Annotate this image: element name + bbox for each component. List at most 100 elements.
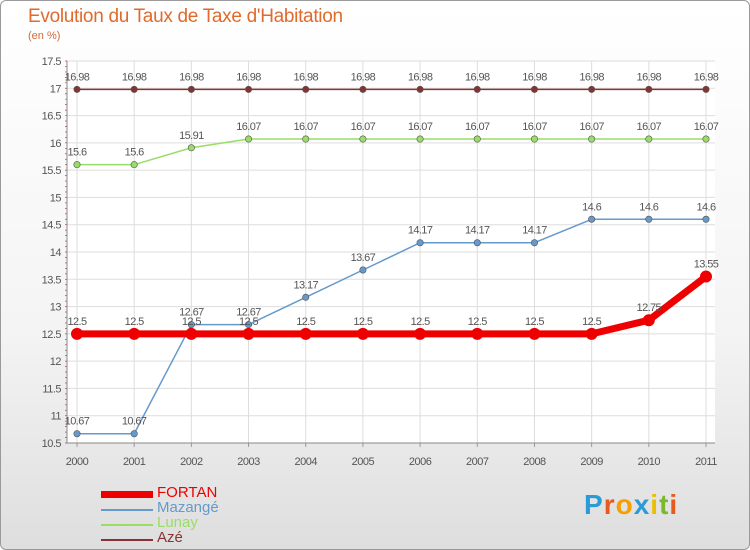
data-label-mazange: 12.67: [179, 307, 204, 319]
data-labels: 16.98 16.98 16.98 16.98 16.98 16.98 16.98 16.98…: [65, 71, 720, 428]
y-tick-label: 15.5: [42, 165, 62, 177]
data-label-lunay: 15.6: [125, 147, 144, 159]
data-label-mazange: 12.67: [236, 307, 261, 319]
legend-swatch-lunay: [101, 524, 153, 526]
data-label-fortan: 12.5: [525, 316, 544, 328]
data-label-fortan: 12.5: [125, 316, 144, 328]
data-point-aze: [416, 85, 424, 93]
data-label-mazange: 10.67: [65, 416, 90, 428]
data-label-mazange: 14.17: [522, 225, 547, 237]
data-label-fortan: 12.5: [239, 316, 258, 328]
data-point-lunay: [702, 135, 710, 143]
data-label-aze: 16.98: [522, 71, 547, 83]
data-point-lunay: [416, 135, 424, 143]
x-tick-label: 2003: [237, 456, 260, 468]
series-line-fortan: [77, 273, 709, 338]
data-point-aze: [702, 85, 710, 93]
legend-label-mazange: Mazangé: [157, 499, 219, 516]
data-point-mazange: [302, 293, 310, 301]
x-tick-label: 2009: [580, 456, 603, 468]
data-point-fortan: [528, 327, 541, 340]
legend-label-lunay: Lunay: [157, 514, 198, 531]
data-point-aze: [645, 85, 653, 93]
data-label-lunay: 16.07: [637, 121, 662, 133]
data-point-aze: [245, 85, 253, 93]
x-tick-label: 2011: [695, 456, 717, 468]
data-label-lunay: 15.6: [67, 147, 86, 159]
data-point-mazange: [473, 239, 481, 247]
x-tick-label: 2010: [638, 456, 661, 468]
logo-letter: P: [584, 489, 604, 520]
data-label-lunay: 16.07: [579, 121, 604, 133]
data-label-aze: 16.98: [179, 71, 204, 83]
data-point-mazange: [416, 239, 424, 247]
y-tick-label: 12.5: [42, 329, 62, 341]
data-label-fortan: 12.5: [411, 316, 430, 328]
data-point-fortan: [185, 327, 198, 340]
series-line-mazange: [77, 218, 706, 435]
data-point-fortan: [471, 327, 484, 340]
data-label-aze: 16.98: [236, 71, 261, 83]
data-label-lunay: 16.07: [408, 121, 433, 133]
data-point-aze: [359, 85, 367, 93]
data-label-aze: 16.98: [408, 71, 433, 83]
logo-letter: i: [669, 489, 679, 520]
data-point-lunay: [588, 135, 596, 143]
data-label-fortan: 12.5: [582, 316, 601, 328]
data-point-mazange: [588, 215, 596, 223]
data-point-mazange: [245, 321, 253, 329]
data-label-fortan: 13.55: [694, 259, 719, 271]
data-label-aze: 16.98: [694, 71, 719, 83]
data-point-fortan: [356, 327, 369, 340]
logo-letter: o: [615, 489, 634, 520]
data-label-mazange: 13.17: [293, 279, 318, 291]
x-tick-label: 2004: [294, 456, 317, 468]
legend-swatch-mazange: [101, 509, 153, 511]
data-label-lunay: 16.07: [293, 121, 318, 133]
y-tick-label: 11.5: [42, 383, 61, 395]
y-tick-label: 14.5: [42, 220, 62, 232]
y-tick-label: 17: [50, 83, 62, 95]
series-line-lunay: [77, 138, 706, 166]
data-point-lunay: [302, 135, 310, 143]
data-point-mazange: [530, 239, 538, 247]
grid: [67, 60, 715, 444]
x-tick-label: 2000: [66, 456, 89, 468]
chart-subtitle: (en %): [28, 30, 61, 42]
data-label-fortan: 12.5: [182, 316, 201, 328]
data-label-lunay: 16.07: [236, 121, 261, 133]
y-tick-label: 15: [50, 192, 62, 204]
data-label-aze: 16.98: [637, 71, 662, 83]
data-point-lunay: [530, 135, 538, 143]
data-point-fortan: [585, 327, 598, 340]
data-label-aze: 16.98: [579, 71, 604, 83]
data-point-lunay: [359, 135, 367, 143]
data-label-aze: 16.98: [351, 71, 376, 83]
data-label-lunay: 16.07: [351, 121, 376, 133]
data-point-mazange: [359, 266, 367, 274]
legend-label-aze: Azé: [157, 529, 183, 546]
data-point-lunay: [473, 135, 481, 143]
data-label-mazange: 14.6: [639, 201, 658, 213]
data-label-fortan: 12.75: [637, 302, 662, 314]
x-tick-label: 2002: [180, 456, 203, 468]
x-tick-label: 2007: [466, 456, 489, 468]
data-label-aze: 16.98: [293, 71, 318, 83]
data-point-lunay: [245, 135, 253, 143]
data-point-mazange: [187, 321, 195, 329]
data-label-lunay: 16.07: [522, 121, 547, 133]
data-label-mazange: 14.17: [465, 225, 490, 237]
data-label-aze: 16.98: [65, 71, 90, 83]
data-label-lunay: 16.07: [694, 121, 719, 133]
data-label-fortan: 12.5: [353, 316, 372, 328]
logo-letter: t: [659, 489, 670, 520]
data-label-mazange: 10.67: [122, 416, 147, 428]
proxiti-logo: Proxiti: [584, 489, 678, 521]
x-tick-label: 2006: [409, 456, 432, 468]
data-point-aze: [302, 85, 310, 93]
data-point-lunay: [73, 161, 81, 169]
data-point-aze: [588, 85, 596, 93]
x-tick-label: 2005: [352, 456, 375, 468]
